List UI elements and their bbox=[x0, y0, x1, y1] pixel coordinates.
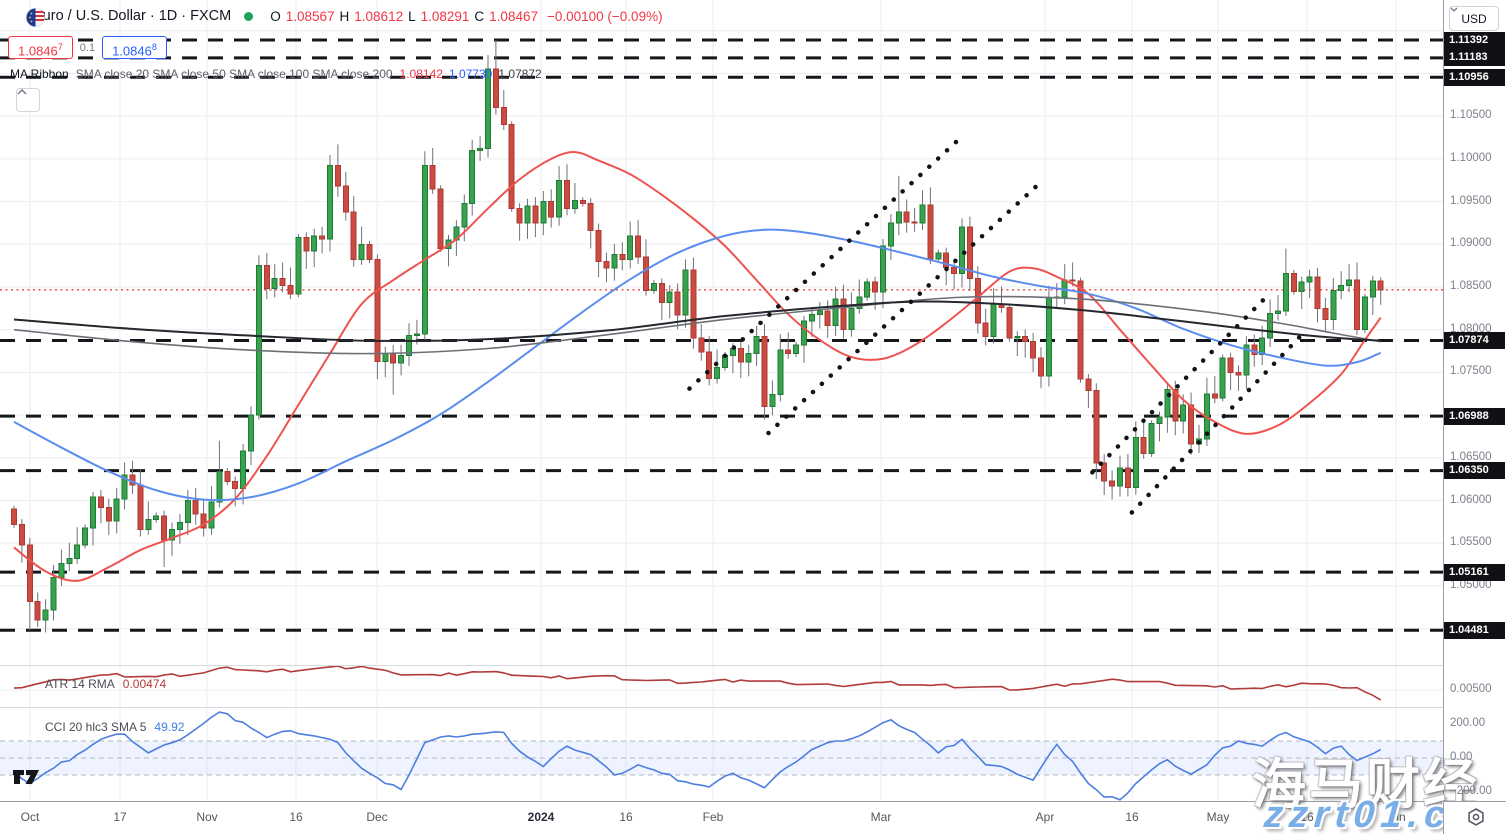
trendline-2 bbox=[766, 179, 1044, 436]
collapse-indicators-button[interactable] bbox=[16, 88, 40, 112]
ohlc-value: 1.08612 bbox=[354, 8, 404, 24]
time-axis-label: Jun bbox=[1386, 810, 1406, 824]
price-tick: 1.08000 bbox=[1450, 322, 1492, 335]
cci-title: CCI 20 hlc3 SMA 5 bbox=[45, 720, 147, 734]
market-status-dot[interactable] bbox=[244, 11, 254, 21]
ohlc-label: O bbox=[270, 8, 281, 24]
trade-panel: 1.08467 0.1 1.08468 bbox=[8, 36, 167, 59]
level-price-label: 1.05161 bbox=[1444, 563, 1505, 581]
change-value: −0.00100 (−0.09%) bbox=[546, 8, 663, 24]
level-price-label: 1.06988 bbox=[1444, 407, 1505, 425]
cci-tick: −200.00 bbox=[1450, 785, 1492, 797]
price-tick: 1.09500 bbox=[1450, 194, 1492, 207]
level-price-label: 1.06350 bbox=[1444, 462, 1505, 480]
ma-line-sma20 bbox=[13, 151, 1382, 582]
ohlc-label: H bbox=[339, 8, 350, 24]
cci-legend[interactable]: CCI 20 hlc3 SMA 5 49.92 bbox=[45, 720, 184, 734]
ohlc-value: 1.08567 bbox=[285, 8, 335, 24]
level-price-label: 1.11392 bbox=[1444, 31, 1505, 49]
time-axis-label: May bbox=[1206, 810, 1230, 824]
price-scale[interactable] bbox=[1443, 0, 1506, 801]
price-tick: 1.10000 bbox=[1450, 151, 1492, 164]
ma-line-sma50 bbox=[13, 228, 1382, 502]
ma-value: 1.08142 bbox=[399, 67, 443, 81]
sell-button[interactable]: 1.08467 bbox=[8, 36, 73, 59]
ohlc-values: O 1.08567 H 1.08612 L 1.08291 C 1.08467 −0.00100… bbox=[270, 9, 662, 24]
ma-line-sma100 bbox=[13, 295, 1381, 355]
level-price-label: 1.11183 bbox=[1444, 49, 1505, 67]
buy-button[interactable]: 1.08468 bbox=[102, 36, 167, 59]
ohlc-value: 1.08467 bbox=[489, 8, 538, 24]
symbol-title[interactable]: Euro / U.S. Dollar · 1D · FXCM bbox=[33, 8, 232, 24]
ohlc-value: 1.08291 bbox=[420, 8, 470, 24]
cci-value: 49.92 bbox=[154, 720, 185, 734]
price-tick: 1.07500 bbox=[1450, 365, 1492, 378]
cci-tick: 0.00 bbox=[1450, 751, 1473, 763]
price-tick: 1.05000 bbox=[1450, 578, 1492, 591]
time-axis-label: 16 bbox=[619, 810, 633, 824]
ohlc-label: L bbox=[408, 8, 416, 24]
cci-line bbox=[13, 711, 1382, 801]
watermark-site-name: 海马财经 bbox=[1252, 755, 1480, 815]
price-tick: 1.10500 bbox=[1450, 109, 1492, 122]
ohlc-label: C bbox=[474, 8, 485, 24]
time-axis[interactable] bbox=[0, 801, 1506, 834]
price-tick: 1.05500 bbox=[1450, 536, 1492, 549]
level-price-label: 1.04481 bbox=[1444, 621, 1505, 639]
atr-value: 0.00474 bbox=[122, 677, 167, 691]
time-axis-label: Oct bbox=[20, 810, 40, 824]
trendline-1 bbox=[687, 137, 961, 391]
level-price-label: 1.07874 bbox=[1444, 331, 1505, 349]
time-axis-label: Feb bbox=[702, 810, 724, 824]
price-tick: 1.08500 bbox=[1450, 280, 1492, 292]
cci-tick: 200.00 bbox=[1450, 717, 1486, 729]
time-axis-label: Mar bbox=[870, 810, 892, 824]
time-axis-label: 2024 bbox=[527, 810, 555, 824]
level-price-label: 1.10956 bbox=[1444, 68, 1505, 86]
chart-header: Euro / U.S. Dollar · 1D · FXCM O 1.08567 H… bbox=[26, 8, 663, 27]
spread-value: 0.1 bbox=[72, 41, 103, 54]
ma-ribbon-legend[interactable]: MA Ribbon SMA close 20 SMA close 50 SMA … bbox=[10, 67, 548, 81]
atr-tick: 0.00500 bbox=[1450, 683, 1492, 695]
price-tick: 1.09000 bbox=[1450, 237, 1492, 250]
price-tick: 1.06000 bbox=[1450, 493, 1492, 506]
time-axis-label: 16 bbox=[1300, 810, 1314, 824]
atr-title: ATR 14 RMA bbox=[45, 677, 115, 691]
ma-value: 1.07872 bbox=[498, 67, 542, 81]
ma-ribbon-title: MA Ribbon bbox=[10, 67, 69, 81]
trendline-4 bbox=[1129, 332, 1304, 515]
time-axis-label: Dec bbox=[366, 810, 388, 824]
ma-ribbon-lines bbox=[13, 151, 1382, 582]
grid-lines bbox=[0, 0, 1443, 801]
time-axis-label: 16 bbox=[1125, 810, 1139, 824]
ma-ribbon-values: 1.08142 1.07730 1.07872 bbox=[400, 67, 548, 81]
time-axis-label: Nov bbox=[196, 810, 218, 824]
currency-unit-dropdown[interactable]: USD bbox=[1449, 6, 1499, 31]
time-axis-label: Apr bbox=[1035, 810, 1055, 824]
atr-line bbox=[13, 665, 1382, 701]
time-axis-label: 17 bbox=[113, 810, 127, 824]
time-axis-label: 16 bbox=[289, 810, 303, 824]
price-tick: 1.06500 bbox=[1450, 450, 1492, 463]
ma-ribbon-params: SMA close 20 SMA close 50 SMA close 100 … bbox=[75, 67, 393, 81]
chevron-down-icon bbox=[1450, 7, 1458, 12]
ma-value: 1.07730 bbox=[448, 67, 493, 81]
atr-legend[interactable]: ATR 14 RMA 0.00474 bbox=[45, 677, 166, 691]
